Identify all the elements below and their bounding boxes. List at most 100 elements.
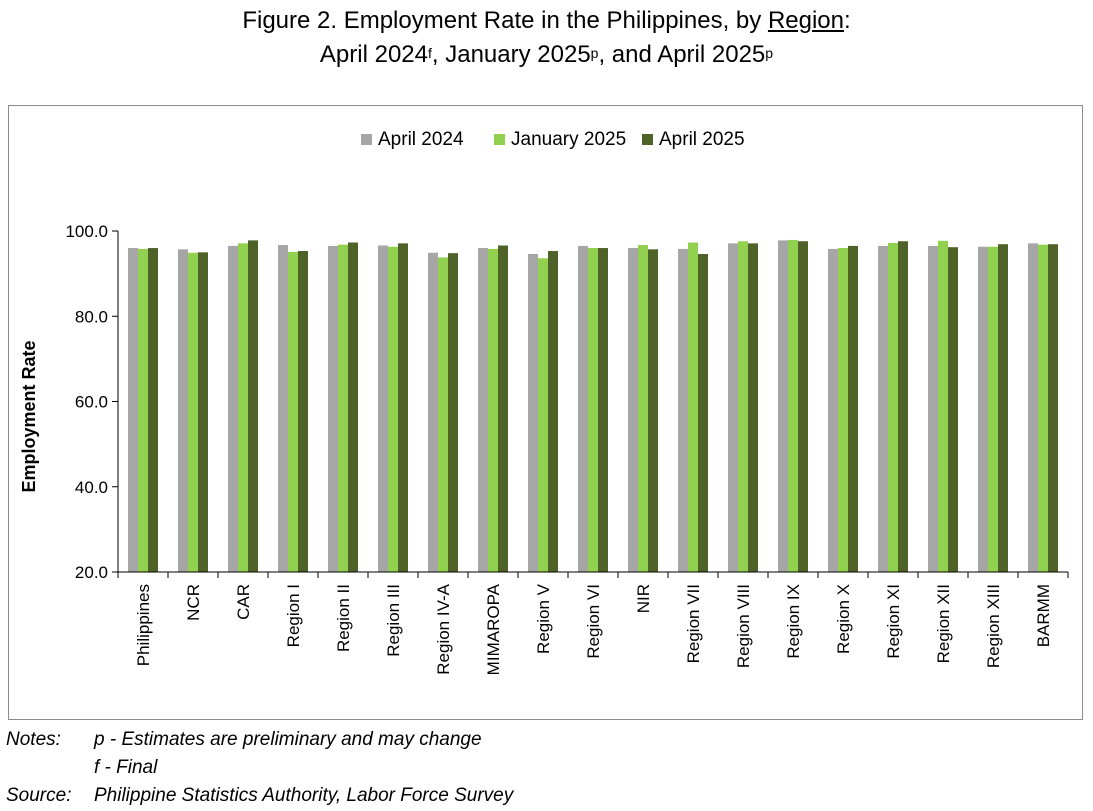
x-tick-label: Region II	[334, 584, 353, 652]
y-tick-label: 100.0	[65, 222, 108, 241]
bar-april-2025	[248, 240, 258, 572]
bar-april-2025	[598, 248, 608, 573]
bar-january-2025	[338, 244, 348, 572]
bar-april-2025	[898, 241, 908, 573]
bar-april-2024	[178, 249, 188, 573]
x-tick-label: BARMM	[1034, 584, 1053, 647]
legend-label: January 2025	[511, 129, 626, 150]
x-tick-label: CAR	[234, 584, 253, 620]
bar-april-2024	[628, 248, 638, 573]
source-label: Source:	[6, 785, 72, 806]
chart-title-period-3: , and April 2025	[598, 41, 766, 68]
x-tick-label: Region V	[534, 583, 553, 654]
bar-april-2025	[748, 243, 758, 572]
bar-january-2025	[538, 258, 548, 572]
bar-april-2024	[778, 240, 788, 572]
chart-title-colon: :	[844, 7, 851, 34]
bar-january-2025	[588, 248, 598, 573]
bar-april-2025	[298, 251, 308, 572]
x-tick-label: Region XI	[884, 584, 903, 659]
x-tick-label: MIMAROPA	[484, 583, 503, 675]
bar-april-2024	[978, 246, 988, 573]
bar-april-2024	[328, 245, 338, 572]
bar-april-2025	[348, 242, 358, 573]
bar-april-2024	[428, 252, 438, 572]
chart-title-sup-3: p	[765, 45, 774, 61]
x-axis: Philippines NCR CAR Region I Region II Region…	[117, 571, 1069, 675]
y-axis-title: Employment Rate	[19, 340, 39, 492]
notes-line-2: f - Final	[6, 757, 157, 779]
bar-january-2025	[788, 239, 798, 573]
x-tick-label: Region I	[284, 584, 303, 647]
x-tick-label: Region III	[384, 584, 403, 657]
y-tick-label: 20.0	[75, 563, 108, 582]
y-tick-label: 60.0	[75, 393, 108, 412]
bar-april-2025	[998, 244, 1008, 572]
note-preliminary: p - Estimates are preliminary and may ch…	[94, 729, 482, 750]
note-final: f - Final	[94, 757, 158, 778]
bar-january-2025	[438, 257, 448, 572]
bar-april-2024	[128, 248, 138, 573]
bar-april-2024	[278, 245, 288, 572]
x-tick-label: Region VI	[584, 584, 603, 659]
bar-april-2024	[828, 248, 838, 572]
bar-april-2025	[848, 245, 858, 572]
x-tick-label: Region VIII	[734, 584, 753, 668]
y-axis: 20.0 40.0 60.0 80.0 100.0 Employment Rate	[19, 222, 119, 582]
bar-january-2025	[988, 246, 998, 573]
bar-january-2025	[188, 252, 198, 572]
x-tick-label: Region XII	[934, 584, 953, 663]
source-line: Source: Philippine Statistics Authority, …	[6, 785, 513, 807]
source-text: Philippine Statistics Authority, Labor F…	[94, 785, 514, 806]
bar-april-2025	[798, 241, 808, 573]
bar-april-2024	[878, 245, 888, 572]
bar-april-2025	[148, 248, 158, 573]
chart-title-period-1: April 2024	[319, 41, 428, 68]
chart-frame	[8, 105, 1083, 720]
chart-title-line-1: Figure 2. Employment Rate in the Philipp…	[0, 4, 1093, 38]
legend-label: April 2024	[378, 129, 464, 150]
bar-april-2025	[648, 249, 658, 573]
bar-april-2025	[548, 251, 558, 572]
bar-january-2025	[1038, 244, 1048, 572]
bar-april-2024	[478, 248, 488, 573]
bar-january-2025	[838, 248, 848, 573]
x-tick-label: Region XIII	[984, 584, 1003, 668]
bar-january-2025	[938, 240, 948, 572]
chart-legend: April 2024 January 2025 April 2025	[361, 129, 745, 150]
x-tick-label: NCR	[184, 584, 203, 621]
bars-group	[128, 239, 1058, 573]
y-tick-label: 40.0	[75, 478, 108, 497]
bar-january-2025	[688, 242, 698, 573]
bar-april-2025	[398, 243, 408, 572]
legend-swatch	[361, 134, 372, 145]
x-tick-label: Region IV-A	[434, 583, 453, 674]
legend-swatch	[642, 134, 653, 145]
bar-april-2025	[198, 252, 208, 572]
legend-swatch	[494, 134, 505, 145]
bar-april-2024	[1028, 243, 1038, 572]
x-tick-label: Region VII	[684, 584, 703, 663]
chart-title-line-2: April 2024f, January 2025p, and April 20…	[0, 38, 1093, 72]
bar-april-2024	[378, 245, 388, 572]
bar-april-2024	[578, 245, 588, 572]
chart-title-sup-1: f	[428, 45, 432, 61]
bar-january-2025	[138, 248, 148, 572]
bar-april-2024	[678, 248, 688, 572]
bar-april-2024	[928, 245, 938, 572]
legend-label: April 2025	[659, 129, 745, 150]
x-tick-label: Region IX	[784, 584, 803, 659]
bar-april-2024	[728, 243, 738, 572]
bar-april-2025	[948, 247, 958, 572]
bar-january-2025	[238, 243, 248, 572]
chart-title-region-word: Region	[767, 7, 844, 34]
bar-january-2025	[288, 251, 298, 573]
bar-january-2025	[488, 248, 498, 572]
bar-april-2025	[1048, 244, 1058, 572]
bar-april-2025	[498, 245, 508, 572]
bar-april-2025	[448, 253, 458, 573]
chart-title-period-2: , January 2025	[431, 41, 591, 68]
bar-january-2025	[738, 241, 748, 573]
chart-title-sup-2: p	[590, 45, 599, 61]
x-tick-label: Philippines	[134, 584, 153, 666]
